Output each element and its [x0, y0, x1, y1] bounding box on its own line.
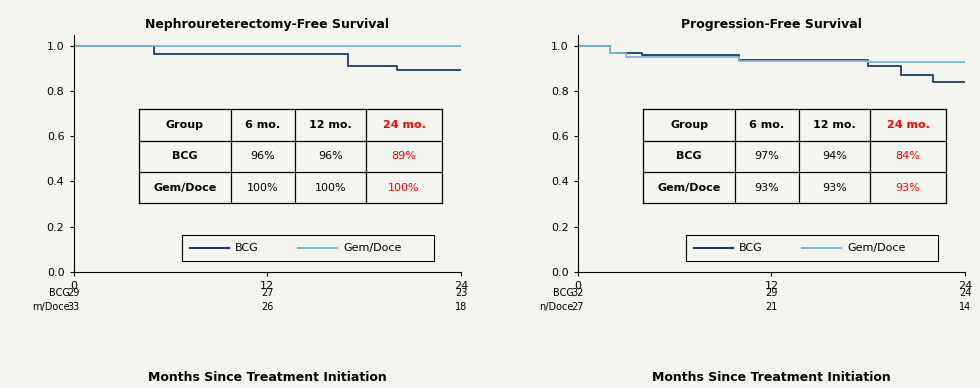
Text: Group: Group — [670, 120, 708, 130]
Text: BCG: BCG — [553, 288, 573, 298]
Text: Group: Group — [166, 120, 204, 130]
Text: 100%: 100% — [388, 183, 419, 192]
Text: Gem/Doce: Gem/Doce — [153, 183, 217, 192]
Text: Gem/Doce: Gem/Doce — [847, 243, 906, 253]
Point — [583, 247, 595, 251]
Text: 100%: 100% — [247, 183, 278, 192]
Text: 96%: 96% — [250, 151, 275, 161]
Point — [83, 145, 95, 149]
Point — [71, 115, 82, 120]
Point — [76, 115, 88, 120]
Text: 33: 33 — [68, 301, 79, 312]
Point — [76, 204, 88, 209]
Text: Months Since Treatment Initiation: Months Since Treatment Initiation — [652, 371, 891, 384]
Text: 18: 18 — [455, 301, 467, 312]
Text: 6 mo.: 6 mo. — [749, 120, 784, 130]
Text: 96%: 96% — [318, 151, 343, 161]
Point — [587, 115, 599, 120]
Point — [79, 115, 91, 120]
Point — [587, 115, 599, 120]
Text: 6 mo.: 6 mo. — [245, 120, 280, 130]
Point — [574, 115, 586, 120]
Text: 26: 26 — [262, 301, 273, 312]
Text: BCG: BCG — [172, 151, 198, 161]
Point — [71, 145, 82, 149]
Text: m/Doce: m/Doce — [32, 301, 70, 312]
Text: 12 mo.: 12 mo. — [309, 120, 352, 130]
Point — [71, 204, 82, 209]
Title: Progression-Free Survival: Progression-Free Survival — [681, 18, 861, 31]
Point — [581, 204, 593, 209]
Point — [83, 115, 95, 120]
Point — [581, 115, 593, 120]
Text: 32: 32 — [571, 288, 584, 298]
Point — [83, 115, 95, 120]
Text: 93%: 93% — [896, 183, 920, 192]
Point — [587, 174, 599, 179]
Text: Gem/Doce: Gem/Doce — [343, 243, 402, 253]
Bar — [182, 235, 434, 261]
Text: 14: 14 — [959, 301, 971, 312]
Text: 24: 24 — [959, 288, 971, 298]
Point — [574, 145, 586, 149]
Text: BCG: BCG — [739, 243, 762, 253]
Point — [574, 204, 586, 209]
Point — [587, 204, 599, 209]
Point — [78, 247, 90, 251]
Text: 93%: 93% — [755, 183, 779, 192]
Point — [77, 247, 89, 251]
Point — [587, 204, 599, 209]
Text: 24 mo.: 24 mo. — [887, 120, 930, 130]
Point — [578, 204, 590, 209]
Text: Gem/Doce: Gem/Doce — [658, 183, 720, 192]
Text: n/Doce: n/Doce — [539, 301, 573, 312]
Point — [574, 174, 586, 179]
Text: 12 mo.: 12 mo. — [813, 120, 856, 130]
Point — [83, 174, 95, 179]
Point — [74, 115, 86, 120]
Text: 27: 27 — [571, 301, 584, 312]
Point — [71, 174, 82, 179]
Text: 23: 23 — [455, 288, 467, 298]
Text: 100%: 100% — [315, 183, 346, 192]
Point — [79, 204, 91, 209]
Text: 29: 29 — [68, 288, 79, 298]
Text: 94%: 94% — [822, 151, 847, 161]
Text: 21: 21 — [765, 301, 777, 312]
Point — [74, 247, 86, 251]
Point — [574, 115, 586, 120]
Point — [574, 204, 586, 209]
Bar — [686, 235, 938, 261]
Text: Months Since Treatment Initiation: Months Since Treatment Initiation — [148, 371, 387, 384]
Text: BCG: BCG — [676, 151, 702, 161]
Text: 24 mo.: 24 mo. — [382, 120, 425, 130]
Point — [71, 115, 82, 120]
Point — [578, 247, 590, 251]
Point — [576, 247, 588, 251]
Point — [71, 204, 82, 209]
Point — [587, 145, 599, 149]
Point — [83, 204, 95, 209]
Point — [73, 247, 84, 251]
Point — [578, 115, 590, 120]
Text: 97%: 97% — [755, 151, 779, 161]
Point — [74, 204, 86, 209]
Text: 84%: 84% — [896, 151, 920, 161]
Title: Nephroureterectomy-Free Survival: Nephroureterectomy-Free Survival — [145, 18, 389, 31]
Text: 27: 27 — [261, 288, 273, 298]
Point — [83, 204, 95, 209]
Point — [581, 247, 593, 251]
Text: BCG: BCG — [49, 288, 70, 298]
Text: 93%: 93% — [822, 183, 847, 192]
Text: 89%: 89% — [392, 151, 416, 161]
Text: 29: 29 — [765, 288, 777, 298]
Point — [584, 115, 596, 120]
Text: BCG: BCG — [234, 243, 258, 253]
Point — [584, 204, 596, 209]
